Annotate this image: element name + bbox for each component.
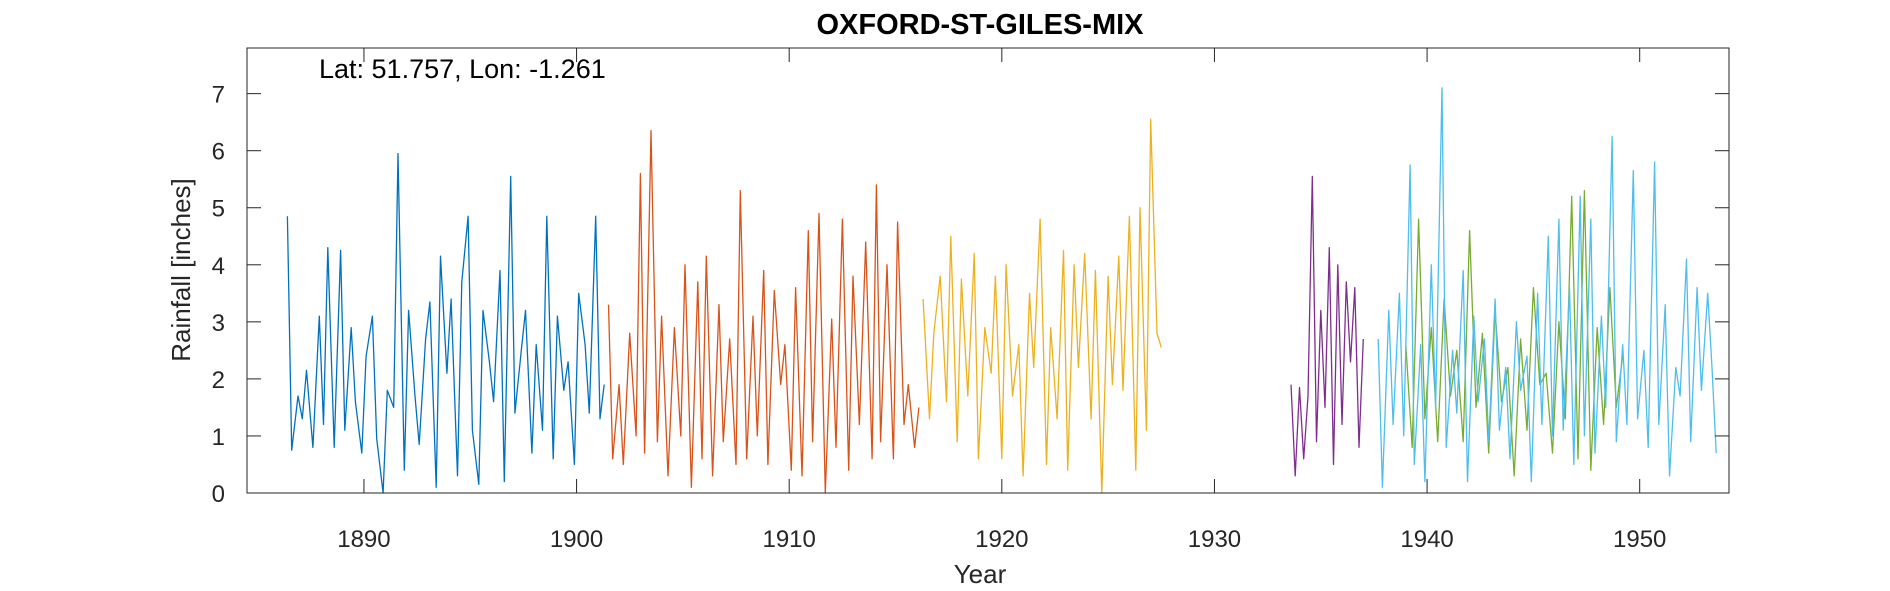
y-tick-label-5: 5	[212, 196, 225, 223]
y-tick-label-7: 7	[212, 82, 225, 109]
axes-box	[246, 47, 1730, 494]
x-tick-label-1930: 1930	[1188, 526, 1241, 553]
x-tick-label-1950: 1950	[1613, 526, 1666, 553]
x-tick-label-1920: 1920	[975, 526, 1028, 553]
x-tick-label-1900: 1900	[550, 526, 603, 553]
series-line-2	[607, 130, 920, 494]
y-tick-label-2: 2	[212, 367, 225, 394]
location-annotation: Lat: 51.757, Lon: -1.261	[319, 54, 606, 84]
series-line-6	[1377, 87, 1717, 488]
series-line-3	[922, 118, 1162, 494]
series-layer	[286, 87, 1717, 494]
series-line-1	[286, 152, 605, 494]
y-tick-label-1: 1	[212, 424, 225, 451]
chart-title: OXFORD-ST-GILES-MIX	[816, 9, 1144, 41]
y-tick-label-4: 4	[212, 253, 225, 280]
y-tick-label-0: 0	[212, 481, 225, 508]
series-line-5	[1405, 189, 1624, 477]
x-tick-label-1910: 1910	[762, 526, 815, 553]
axes-layer: 1890 1900 1910 1920 1930 1940 1950 0 1 2 3 4 5 6 7	[212, 47, 1730, 553]
series-line-4	[1290, 175, 1364, 477]
x-axis-label: Year	[954, 559, 1007, 589]
x-tick-label-1890: 1890	[337, 526, 390, 553]
plot-area	[247, 48, 1729, 493]
y-axis-label: Rainfall [inches]	[166, 178, 196, 362]
y-tick-label-6: 6	[212, 139, 225, 166]
y-tick-label-3: 3	[212, 310, 225, 337]
x-tick-label-1940: 1940	[1400, 526, 1453, 553]
